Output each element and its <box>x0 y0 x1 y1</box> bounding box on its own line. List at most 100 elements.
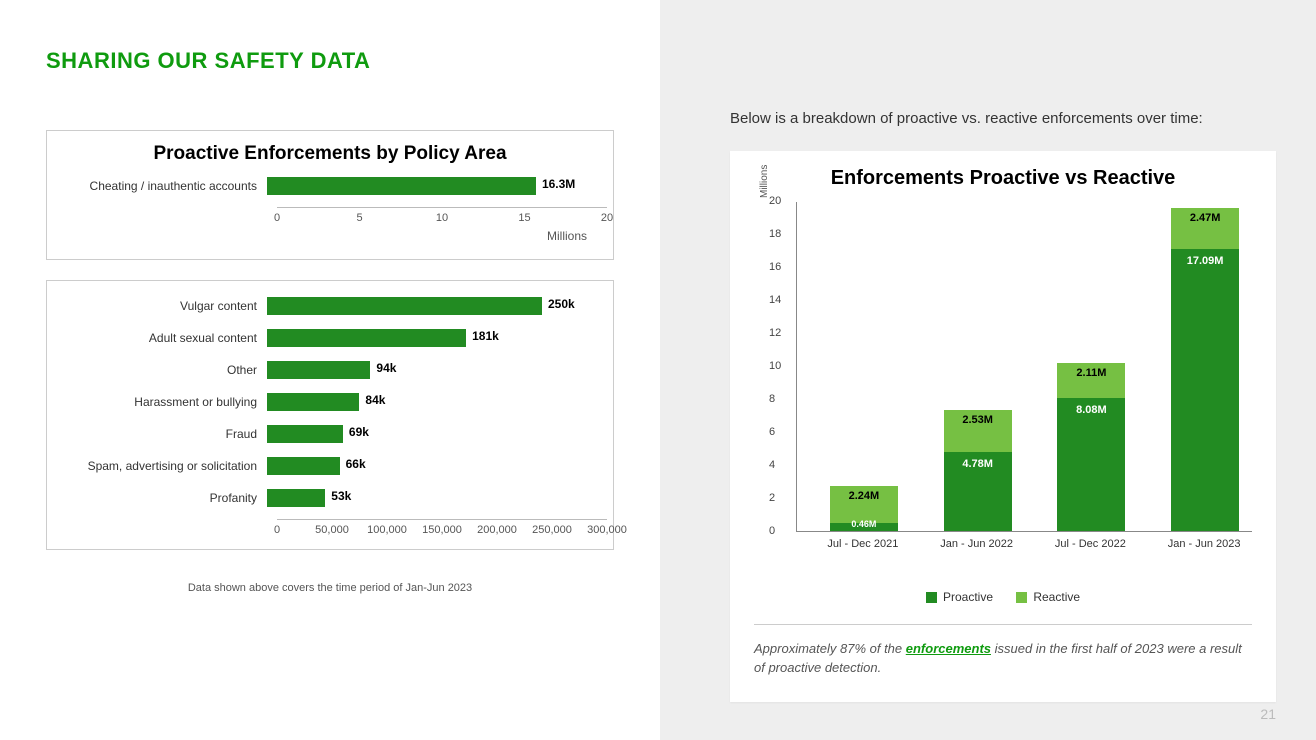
bar <box>267 297 542 315</box>
x-tick: 150,000 <box>422 524 462 536</box>
footnote: Approximately 87% of the enforcements is… <box>754 624 1252 678</box>
chart2-body: Vulgar content 250k Adult sexual content18… <box>47 281 613 549</box>
x-label: Jan - Jun 2023 <box>1159 538 1249 550</box>
column: 2.24M 0.46M <box>830 486 898 531</box>
x-tick: 0 <box>274 524 280 536</box>
footnote-link[interactable]: enforcements <box>906 641 991 656</box>
bar <box>267 489 325 507</box>
bar-value: 16.3M <box>542 177 575 191</box>
y-tick: 16 <box>769 261 781 273</box>
bar-label: Spam, advertising or solicitation <box>67 459 267 473</box>
x-tick: 50,000 <box>315 524 349 536</box>
left-panel: SHARING OUR SAFETY DATA Proactive Enforc… <box>0 0 660 740</box>
bar-track: 66k <box>267 455 593 477</box>
chart3-x-labels: Jul - Dec 2021 Jan - Jun 2022 Jul - Dec 20… <box>796 538 1252 556</box>
data-period-note: Data shown above covers the time period … <box>46 582 614 594</box>
legend-label-proactive: Proactive <box>943 590 993 604</box>
footnote-pre: Approximately 87% of the <box>754 641 906 656</box>
y-tick: 12 <box>769 327 781 339</box>
segment-proactive: 8.08M <box>1057 398 1125 531</box>
y-tick: 0 <box>769 525 775 537</box>
bar-value: 94k <box>376 361 396 375</box>
chart-card-policy-area-top: Proactive Enforcements by Policy Area Ch… <box>46 130 614 260</box>
y-tick: 4 <box>769 459 775 471</box>
x-tick: 200,000 <box>477 524 517 536</box>
bar <box>267 425 343 443</box>
y-tick: 6 <box>769 426 775 438</box>
x-tick: 100,000 <box>367 524 407 536</box>
legend-label-reactive: Reactive <box>1033 590 1080 604</box>
x-tick: 10 <box>436 212 448 224</box>
bar-label: Vulgar content <box>67 299 267 313</box>
bar-row: Cheating / inauthentic accounts16.3M <box>67 175 593 197</box>
x-axis: 05101520 <box>277 207 607 227</box>
segment-reactive: 2.53M <box>944 410 1012 452</box>
bar-row: Profanity 53k <box>67 487 593 509</box>
chart3-legend: Proactive Reactive <box>754 590 1252 606</box>
x-tick: 5 <box>356 212 362 224</box>
bar-track: 94k <box>267 359 593 381</box>
x-label: Jul - Dec 2021 <box>818 538 908 550</box>
legend-item-proactive: Proactive <box>926 590 993 604</box>
segment-label: 8.08M <box>1057 404 1125 416</box>
legend-swatch-reactive <box>1016 592 1027 603</box>
bar-track: 181k <box>267 327 593 349</box>
x-label: Jan - Jun 2022 <box>932 538 1022 550</box>
bar-value: 84k <box>365 393 385 407</box>
segment-label: 17.09M <box>1171 255 1239 267</box>
x-tick: 250,000 <box>532 524 572 536</box>
segment-proactive: 0.46M <box>830 523 898 531</box>
column: 2.11M 8.08M <box>1057 363 1125 531</box>
y-tick: 8 <box>769 393 775 405</box>
bar <box>267 177 536 195</box>
segment-reactive: 2.11M <box>1057 363 1125 398</box>
segment-label: 4.78M <box>944 458 1012 470</box>
bar-label: Harassment or bullying <box>67 395 267 409</box>
segment-reactive: 2.24M <box>830 486 898 523</box>
bar-value: 53k <box>331 489 351 503</box>
bar-label: Profanity <box>67 491 267 505</box>
column: 2.53M 4.78M <box>944 410 1012 531</box>
page-title: SHARING OUR SAFETY DATA <box>46 48 614 74</box>
bar-track: 69k <box>267 423 593 445</box>
bar-row: Adult sexual content181k <box>67 327 593 349</box>
x-axis: 050,000100,000150,000200,000250,000300,0… <box>277 519 607 539</box>
bar-row: Fraud 69k <box>67 423 593 445</box>
segment-label: 2.24M <box>830 490 898 502</box>
chart-card-proactive-reactive: Enforcements Proactive vs Reactive Milli… <box>730 151 1276 702</box>
segment-label: 2.47M <box>1171 212 1239 224</box>
legend-item-reactive: Reactive <box>1016 590 1080 604</box>
bar-label: Fraud <box>67 427 267 441</box>
chart3-body: Millions 024681012141618202.24M0.46M2.53… <box>796 202 1252 532</box>
x-axis-title: Millions <box>277 229 607 243</box>
x-tick: 0 <box>274 212 280 224</box>
y-tick: 10 <box>769 360 781 372</box>
legend-swatch-proactive <box>926 592 937 603</box>
column: 2.47M 17.09M <box>1171 208 1239 531</box>
right-panel: Below is a breakdown of proactive vs. re… <box>660 0 1316 740</box>
bar-value: 250k <box>548 297 575 311</box>
bar <box>267 393 359 411</box>
bar-label: Adult sexual content <box>67 331 267 345</box>
chart3-title: Enforcements Proactive vs Reactive <box>754 167 1252 190</box>
bar <box>267 457 340 475</box>
bar-track: 84k <box>267 391 593 413</box>
bar-track: 16.3M <box>267 175 593 197</box>
x-tick: 20 <box>601 212 613 224</box>
segment-proactive: 4.78M <box>944 452 1012 531</box>
y-tick: 20 <box>769 195 781 207</box>
segment-label: 0.46M <box>830 519 898 529</box>
bar-row: Vulgar content 250k <box>67 295 593 317</box>
bar-label: Other <box>67 363 267 377</box>
bar-track: 250k <box>267 295 593 317</box>
right-intro-text: Below is a breakdown of proactive vs. re… <box>730 110 1276 127</box>
bar-row: Other 94k <box>67 359 593 381</box>
bar-value: 69k <box>349 425 369 439</box>
bar <box>267 329 466 347</box>
x-tick: 15 <box>518 212 530 224</box>
segment-label: 2.53M <box>944 414 1012 426</box>
chart3-y-axis-title: Millions <box>759 165 770 198</box>
x-label: Jul - Dec 2022 <box>1045 538 1135 550</box>
page-number: 21 <box>1260 706 1276 722</box>
chart-card-policy-area-detail: Vulgar content 250k Adult sexual content18… <box>46 280 614 550</box>
